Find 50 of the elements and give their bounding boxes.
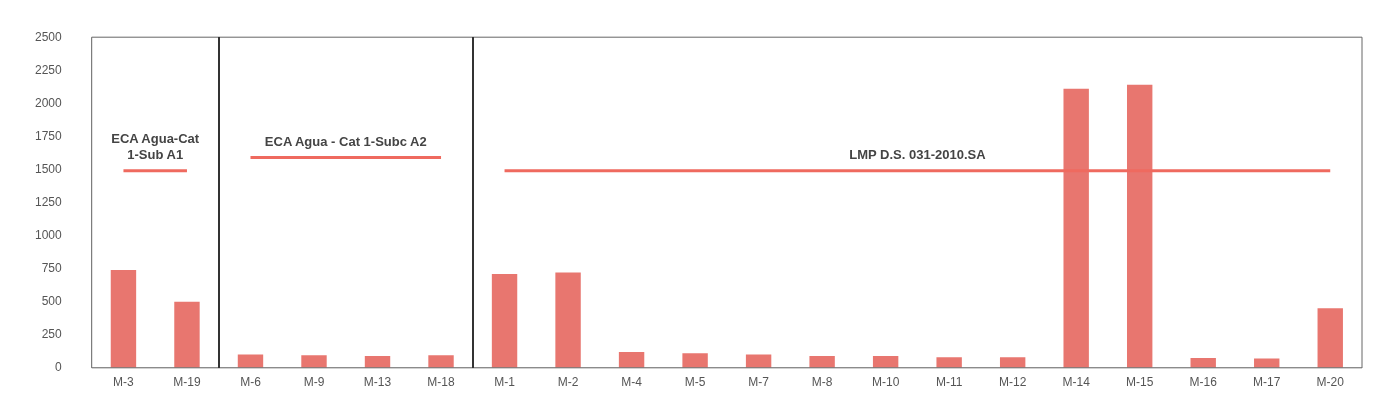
y-tick-label: 750 [41, 260, 63, 275]
y-tick-label: 500 [41, 293, 63, 308]
x-tick-label: M-1 [494, 375, 516, 390]
x-tick-label: M-10 [871, 375, 900, 390]
x-tick-label: M-2 [557, 375, 579, 390]
bar [110, 269, 137, 368]
x-tick-label: M-20 [1316, 375, 1345, 390]
x-tick-label: M-9 [303, 375, 325, 390]
bar [872, 355, 899, 368]
x-tick-label: M-5 [684, 375, 706, 390]
bar [555, 272, 581, 368]
bar [1126, 84, 1153, 368]
series-label: LMP D.S. 031-2010.SA [849, 146, 987, 162]
y-tick-label: 2250 [34, 62, 63, 77]
bar [618, 351, 645, 368]
y-tick-label: 1000 [34, 227, 63, 242]
y-tick-label: 1500 [34, 161, 63, 176]
y-tick-label: 1750 [34, 128, 63, 143]
bar [936, 357, 962, 368]
y-tick-label: 2000 [34, 95, 63, 110]
series-label: ECA Agua-Cat 1-Sub A1 [111, 130, 200, 162]
bar [1063, 88, 1089, 368]
x-tick-label: M-7 [748, 375, 770, 390]
x-tick-label: M-14 [1062, 375, 1091, 390]
bar [428, 355, 454, 368]
x-tick-label: M-4 [621, 375, 643, 390]
x-tick-label: M-8 [811, 375, 833, 390]
y-tick-label: 0 [55, 360, 63, 375]
x-tick-label: M-15 [1126, 375, 1154, 390]
y-tick-label: 1250 [34, 194, 63, 209]
bar [364, 355, 391, 368]
bar [491, 273, 518, 368]
x-tick-label: M-13 [363, 375, 392, 390]
bar [682, 353, 708, 368]
series-label: ECA Agua - Cat 1-Subc A2 [264, 133, 427, 149]
x-tick-label: M-17 [1253, 375, 1281, 390]
bar [1317, 308, 1343, 368]
x-tick-label: M-18 [427, 375, 456, 390]
x-tick-label: M-12 [998, 375, 1027, 390]
x-tick-label: M-11 [935, 375, 963, 390]
x-tick-label: M-16 [1189, 375, 1218, 390]
y-tick-label: 250 [41, 327, 63, 342]
bar [999, 357, 1026, 368]
x-tick-label: M-19 [173, 375, 201, 390]
bar [174, 301, 200, 368]
bar [809, 355, 835, 368]
y-tick-label: 2500 [34, 29, 63, 44]
x-tick-label: M-3 [113, 375, 135, 390]
bar [301, 355, 327, 368]
x-tick-label: M-6 [240, 375, 262, 390]
